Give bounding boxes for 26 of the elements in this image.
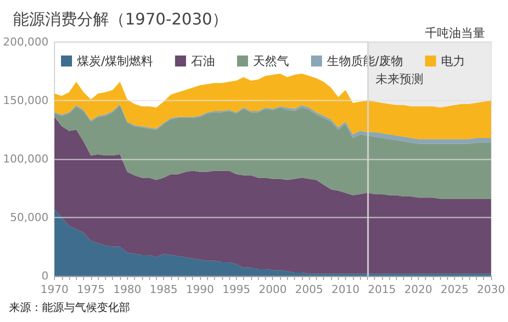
legend-label: 石油: [191, 54, 216, 68]
y-tick-label: 200,000: [2, 36, 48, 48]
x-tick-label: 1980: [113, 283, 142, 296]
x-tick-label: 1990: [186, 283, 214, 296]
x-tick-label: 1995: [222, 283, 250, 296]
y-tick-label: 0: [41, 270, 48, 282]
y-tick-label: 50,000: [10, 211, 48, 224]
band-label: 未来预测: [375, 72, 424, 86]
y-tick-label: 100,000: [2, 152, 48, 166]
chart-title: 能源消费分解（1970-2030）: [13, 10, 228, 28]
legend-label: 电力: [441, 54, 466, 68]
y-tick-label: 150,000: [2, 94, 48, 107]
legend-label: 天然气: [253, 54, 290, 68]
y-axis-title: 千吨油当量: [425, 26, 485, 40]
x-tick-label: 1975: [76, 283, 105, 296]
x-tick-label: 1970: [40, 283, 68, 296]
x-tick-label: 2000: [258, 283, 287, 296]
x-tick-label: 2010: [331, 283, 360, 296]
legend-label: 煤炭/煤制燃料: [77, 54, 154, 68]
x-tick-label: 2025: [440, 283, 469, 296]
x-tick-label: 1985: [150, 283, 178, 296]
x-tick-label: 2020: [404, 283, 432, 296]
x-tick-label: 2015: [368, 283, 396, 296]
x-tick-label: 2005: [295, 283, 324, 296]
source-note: 来源：能源与气候变化部: [9, 301, 130, 314]
x-tick-label: 2030: [477, 283, 505, 296]
